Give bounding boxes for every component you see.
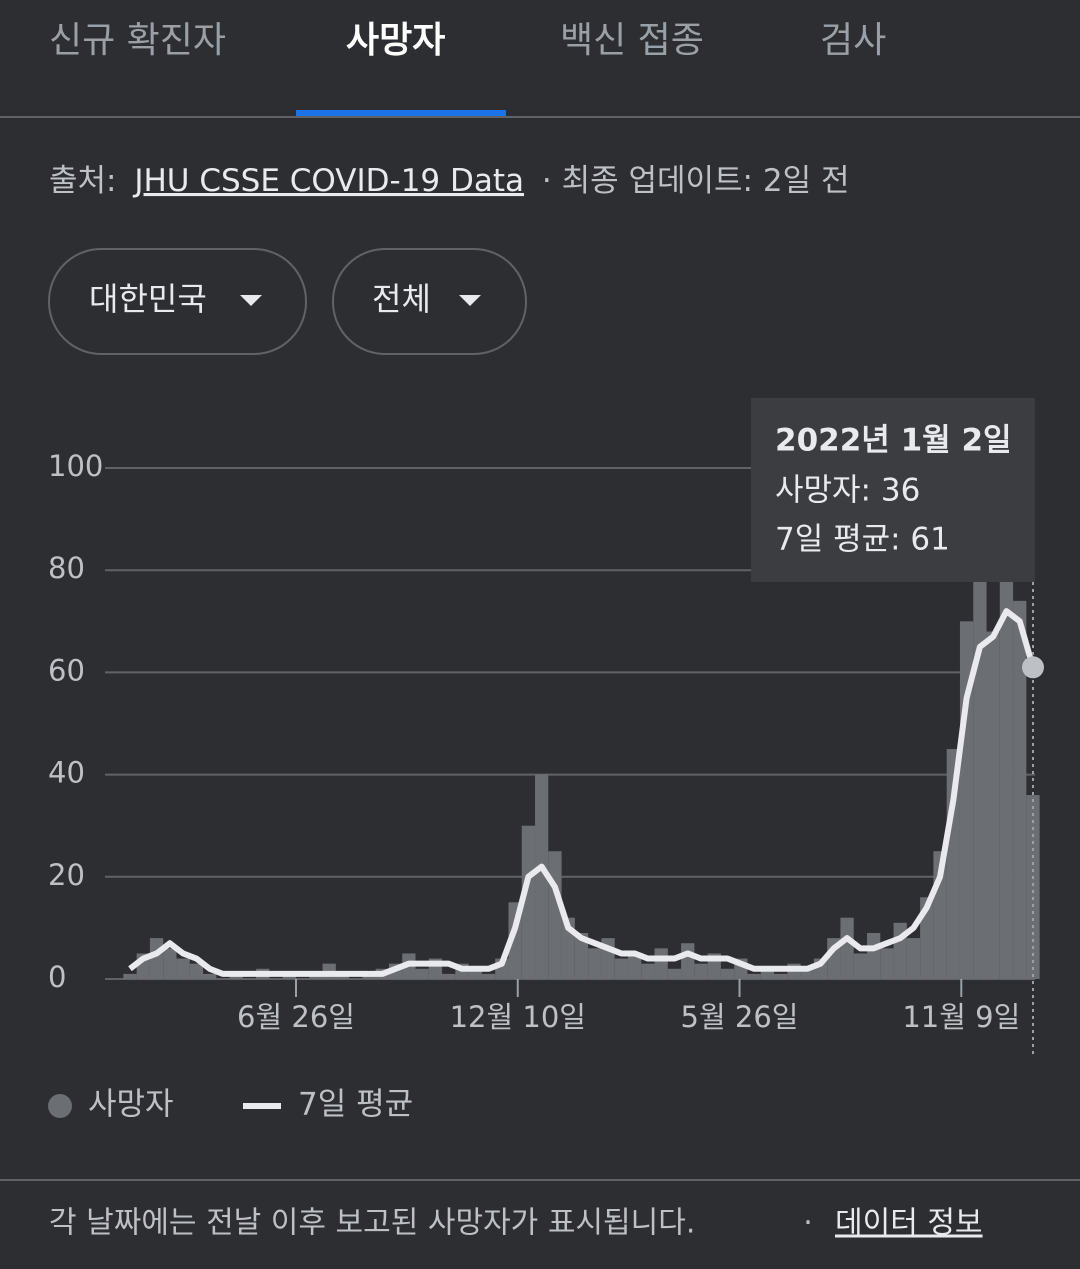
- bar: [176, 958, 190, 979]
- filter-label: 전체: [372, 280, 431, 318]
- filter-button[interactable]: [332, 248, 527, 355]
- bar: [641, 963, 655, 979]
- x-tick-label: 5월 26일: [681, 1000, 799, 1034]
- dropdown-arrow: [459, 295, 481, 306]
- bar: [906, 938, 921, 979]
- bar: [1013, 600, 1027, 979]
- y-tick-label: 0: [48, 960, 66, 994]
- y-tick-label: 100: [48, 449, 103, 483]
- source-link[interactable]: JHU CSSE COVID-19 Data: [132, 163, 524, 199]
- x-tick-label: 12월 10일: [450, 1000, 586, 1034]
- bar: [654, 948, 668, 979]
- bar: [548, 851, 562, 979]
- tab-indicator: [296, 110, 506, 116]
- bar: [468, 968, 482, 979]
- bar: [1026, 795, 1040, 979]
- tab-active[interactable]: 사망자: [346, 20, 445, 61]
- bar: [840, 917, 854, 979]
- bar: [667, 968, 682, 979]
- bar: [203, 973, 217, 979]
- bar: [880, 948, 894, 979]
- legend-label: 사망자: [88, 1087, 174, 1123]
- bar: [149, 938, 164, 979]
- tooltip-line: 사망자: 36: [775, 473, 920, 509]
- filter-label: 대한민국: [89, 280, 207, 318]
- bar: [720, 968, 735, 979]
- x-tick-label: 11월 9일: [902, 1000, 1020, 1034]
- bar: [999, 544, 1014, 979]
- bar: [694, 963, 708, 979]
- legend-label: 7일 평균: [298, 1087, 413, 1123]
- hover-dot: [1022, 656, 1044, 679]
- source-label: 출처:: [49, 163, 116, 199]
- bar: [853, 953, 868, 979]
- line: [128, 608, 1036, 977]
- source-updated: · 최종 업데이트: 2일 전: [542, 163, 850, 199]
- tooltip-title: 2022년 1월 2일: [775, 423, 1012, 459]
- bar: [574, 933, 589, 979]
- y-tick-label: 20: [48, 858, 85, 892]
- bar: [760, 968, 775, 979]
- tab[interactable]: 백신 접종: [560, 20, 704, 61]
- footer-link[interactable]: 데이터 정보: [835, 1206, 983, 1241]
- dropdown-arrow: [240, 295, 262, 306]
- bar: [535, 774, 549, 979]
- bar: [986, 631, 1000, 979]
- tab[interactable]: 신규 확진자: [49, 20, 226, 61]
- y-tick-label: 60: [48, 653, 85, 687]
- footer-separator: ·: [803, 1206, 813, 1241]
- y-tick-label: 80: [48, 551, 85, 585]
- bar: [588, 948, 602, 979]
- legend-swatch: [48, 1094, 72, 1118]
- x-tick-label: 6월 26일: [237, 1000, 355, 1034]
- bar: [442, 973, 456, 979]
- bar: [481, 973, 496, 979]
- bar: [973, 570, 987, 979]
- bar: [614, 958, 628, 979]
- bar: [189, 963, 204, 979]
- bar: [521, 825, 536, 979]
- filter-button[interactable]: [48, 248, 307, 355]
- bar: [867, 933, 881, 979]
- bar: [163, 948, 177, 979]
- tab[interactable]: 검사: [820, 20, 886, 61]
- tooltip-line: 7일 평균: 61: [775, 522, 950, 558]
- chart: 0 20 40 60 80 100 6월 26일 12월 10일 5월 26일 11월 9일: [48, 449, 1044, 1058]
- bar: [415, 968, 429, 979]
- bar: [774, 973, 788, 979]
- bar: [747, 973, 761, 979]
- bar: [800, 968, 814, 979]
- bar: [627, 953, 642, 979]
- bar: [681, 943, 695, 979]
- source-line: 출처: JHU CSSE COVID-19 Data · 최종 업데이트: 2일…: [49, 163, 849, 199]
- bar: [123, 973, 137, 979]
- footer-note: 각 날짜에는 전날 이후 보고된 사망자가 표시됩니다.: [49, 1206, 695, 1241]
- y-tick-label: 40: [48, 756, 85, 790]
- tooltip-box: [751, 398, 1035, 582]
